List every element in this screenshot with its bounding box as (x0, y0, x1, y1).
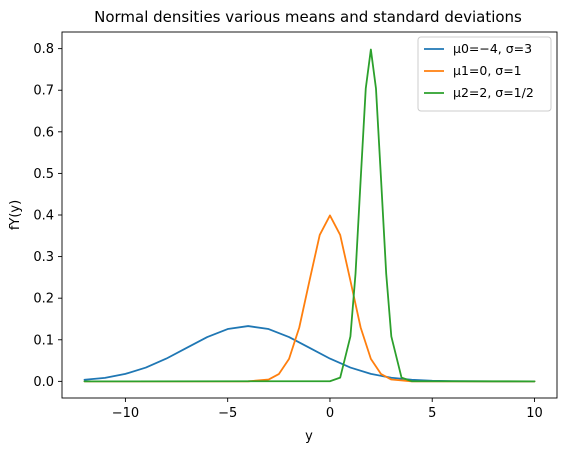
x-tick-label: 10 (526, 406, 543, 421)
series-layer (83, 48, 536, 383)
y-tick-label: 0.4 (33, 209, 54, 224)
legend-box (417, 36, 552, 112)
x-axis-label: y (305, 429, 313, 444)
x-tick-label: −10 (112, 406, 139, 421)
legend: μ0=−4, σ=3 μ1=0, σ=1 μ2=2, σ=1/2 (417, 36, 552, 112)
y-tick-label: 0.2 (33, 292, 54, 307)
x-tick-label: 0 (326, 406, 334, 421)
y-tick-label: 0.6 (33, 125, 54, 140)
series-line-2 (83, 48, 536, 383)
legend-label-0: μ0=−4, σ=3 (453, 41, 532, 56)
y-tick-label: 0.7 (33, 84, 54, 99)
y-tick-label: 0.0 (33, 375, 54, 390)
x-tick-label: −5 (218, 406, 237, 421)
y-tick-label: 0.3 (33, 250, 54, 265)
y-axis-label: fY(y) (8, 200, 23, 230)
x-tick-label: 5 (428, 406, 436, 421)
x-axis-ticks: −10 −5 0 5 10 (112, 398, 543, 421)
y-tick-label: 0.1 (33, 333, 54, 348)
legend-label-2: μ2=2, σ=1/2 (453, 85, 534, 100)
y-tick-label: 0.5 (33, 167, 54, 182)
chart-title: Normal densities various means and stand… (94, 8, 522, 26)
legend-label-1: μ1=0, σ=1 (453, 63, 522, 78)
y-tick-label: 0.8 (33, 42, 54, 57)
series-line-1 (83, 214, 536, 383)
y-axis-ticks: 0.0 0.1 0.2 0.3 0.4 0.5 0.6 0.7 0.8 (33, 42, 62, 390)
